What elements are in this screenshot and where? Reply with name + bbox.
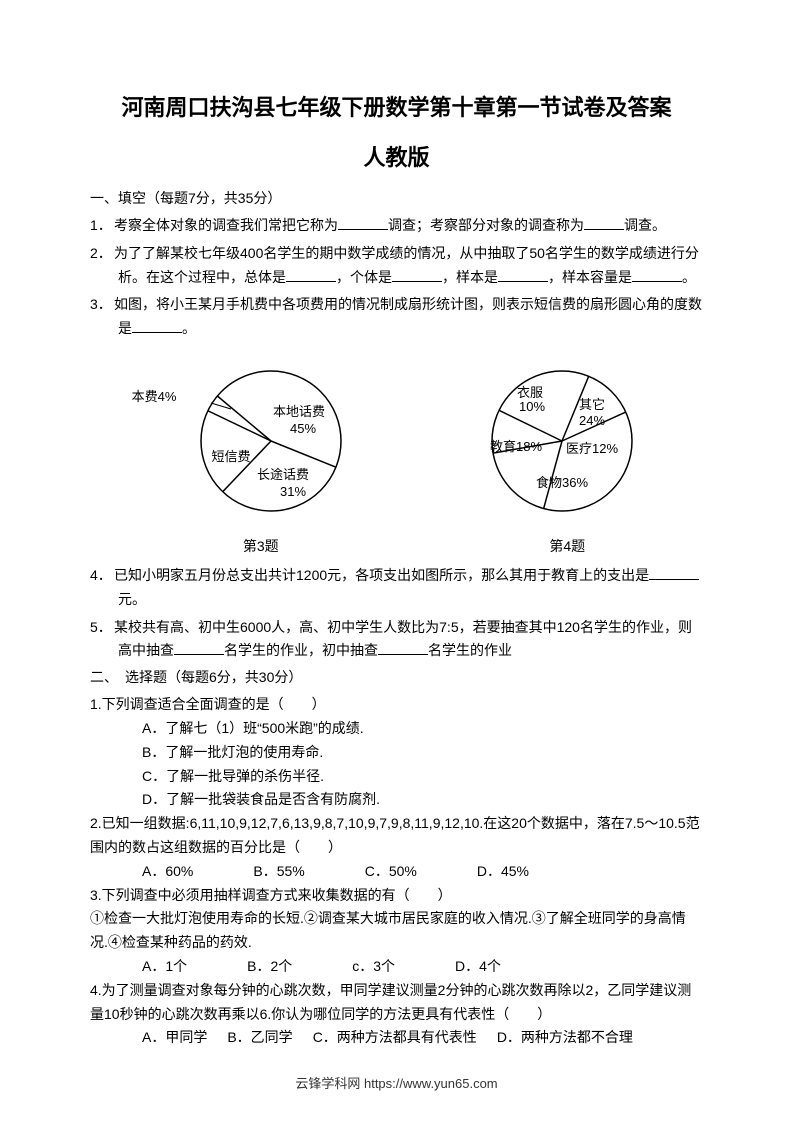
mc1-d: D．了解一批袋装食品是否含有防腐剂. <box>90 788 703 812</box>
q3-a: 如图，将小王某月手机费中各项费用的情况制成扇形统计图，则表示短信费的扇形圆心角的… <box>114 296 702 336</box>
chart3-caption: 第3题 <box>243 536 279 556</box>
chart4-group: 其它24%医疗12%食物36%教育18%衣服10% 第4题 <box>472 361 662 556</box>
q1-b: 调查；考察部分对象的调查称为 <box>388 217 584 233</box>
blank <box>392 268 442 282</box>
chart4-caption: 第4题 <box>549 536 585 556</box>
mc2-text: 2.已知一组数据:6,11,10,9,12,7,6,13,9,8,7,10,9,… <box>90 812 703 860</box>
mc2-b: B．55% <box>253 860 304 884</box>
q5-c: 名学生的作业 <box>428 642 512 658</box>
blank <box>338 216 388 230</box>
chart3-group: 本地话费 45% 长途话费 31% 短信费 月基本费4% 第3题 <box>131 361 391 556</box>
svg-text:短信费: 短信费 <box>211 449 250 464</box>
question-5: 5．某校共有高、初中生6000人，高、初中学生人数比为7:5，若要抽查其中120… <box>90 616 703 664</box>
blank <box>584 216 624 230</box>
mc3-text: 3.下列调查中必须用抽样调查方式来收集数据的有（ ） <box>90 884 703 908</box>
q5-b: 名学生的作业，初中抽查 <box>224 642 378 658</box>
svg-text:10%: 10% <box>519 399 545 414</box>
q5-num: 5． <box>90 616 114 640</box>
section1-header: 一、填空（每题7分，共35分） <box>90 188 703 208</box>
svg-text:长途话费: 长途话费 <box>257 467 309 482</box>
question-2: 2．为了了解某校七年级400名学生的期中数学成绩的情况，从中抽取了50名学生的数… <box>90 242 703 290</box>
mc4-text: 4.为了测量调查对象每分钟的心跳次数，甲同学建议测量2分钟的心跳次数再除以2，乙… <box>90 979 703 1027</box>
blank <box>498 268 548 282</box>
mc3-d: D．4个 <box>455 955 501 979</box>
q2-d: ，样本容量是 <box>548 269 632 285</box>
svg-text:食物36%: 食物36% <box>536 475 588 490</box>
mc3-b: B．2个 <box>247 955 292 979</box>
mc2-options: A．60% B．55% C．50% D．45% <box>90 860 703 884</box>
chart3-pie: 本地话费 45% 长途话费 31% 短信费 月基本费4% <box>131 361 391 526</box>
mc2-c: C．50% <box>365 860 417 884</box>
q1-a: 考察全体对象的调查我们常把它称为 <box>114 217 338 233</box>
svg-text:月基本费4%: 月基本费4% <box>131 389 177 404</box>
svg-text:本地话费: 本地话费 <box>273 404 325 419</box>
mc4-c: C．两种方法都具有代表性 <box>313 1026 477 1050</box>
svg-text:24%: 24% <box>579 413 605 428</box>
blank <box>632 268 682 282</box>
q4-a: 已知小明家五月份总支出共计1200元，各项支出如图所示，那么其用于教育上的支出是 <box>114 567 649 583</box>
mc1-text: 1.下列调查适合全面调查的是（ ） <box>90 693 703 717</box>
footer: 云锋学科网 https://www.yun65.com <box>0 1073 793 1092</box>
q1-num: 1． <box>90 214 114 238</box>
section2-header: 二、 选择题（每题6分，共30分） <box>90 667 703 687</box>
q2-num: 2． <box>90 242 114 266</box>
blank <box>132 319 182 333</box>
svg-text:31%: 31% <box>280 484 306 499</box>
q2-b: ，个体是 <box>336 269 392 285</box>
svg-text:其它: 其它 <box>579 397 605 412</box>
mc2-a: A．60% <box>142 860 193 884</box>
question-4: 4．已知小明家五月份总支出共计1200元，各项支出如图所示，那么其用于教育上的支… <box>90 564 703 612</box>
mc3-sub: ①检查一大批灯泡使用寿命的长短.②调查某大城市居民家庭的收入情况.③了解全班同学… <box>90 907 703 955</box>
blank <box>286 268 336 282</box>
mc4-b: B．乙同学 <box>227 1026 292 1050</box>
charts-row: 本地话费 45% 长途话费 31% 短信费 月基本费4% 第3题 其它24% 医疗12% 食物… <box>90 361 703 556</box>
mc3-c: c．3个 <box>352 955 395 979</box>
question-1: 1．考察全体对象的调查我们常把它称为 调查；考察部分对象的调查称为 调查。 <box>90 214 703 238</box>
q1-c: 调查。 <box>624 217 666 233</box>
q2-e: 。 <box>682 269 696 285</box>
svg-text:衣服: 衣服 <box>517 385 543 400</box>
blank <box>378 641 428 655</box>
q2-c: ，样本是 <box>442 269 498 285</box>
title-sub: 人教版 <box>90 140 703 172</box>
q4-num: 4． <box>90 564 114 588</box>
mc4-d: D．两种方法都不合理 <box>497 1026 633 1050</box>
q3-b: 。 <box>182 320 196 336</box>
blank <box>174 641 224 655</box>
mc1-c: C．了解一批导弹的杀伤半径. <box>90 765 703 789</box>
mc3-options: A．1个 B．2个 c．3个 D．4个 <box>90 955 703 979</box>
q3-num: 3． <box>90 293 114 317</box>
title-main: 河南周口扶沟县七年级下册数学第十章第一节试卷及答案 <box>90 90 703 122</box>
svg-text:45%: 45% <box>290 421 316 436</box>
chart4-pie: 其它24%医疗12%食物36%教育18%衣服10% <box>472 361 662 526</box>
q4-b: 元。 <box>118 591 146 607</box>
mc1-a: A．了解七（1）班“500米跑”的成绩. <box>90 717 703 741</box>
mc2-d: D．45% <box>477 860 529 884</box>
mc3-a: A．1个 <box>142 955 187 979</box>
mc4-options: A．甲同学 B．乙同学 C．两种方法都具有代表性 D．两种方法都不合理 <box>90 1026 703 1050</box>
mc4-a: A．甲同学 <box>142 1026 207 1050</box>
blank <box>649 566 699 580</box>
svg-text:医疗12%: 医疗12% <box>566 441 618 456</box>
mc1-b: B．了解一批灯泡的使用寿命. <box>90 741 703 765</box>
question-3: 3．如图，将小王某月手机费中各项费用的情况制成扇形统计图，则表示短信费的扇形圆心… <box>90 293 703 341</box>
